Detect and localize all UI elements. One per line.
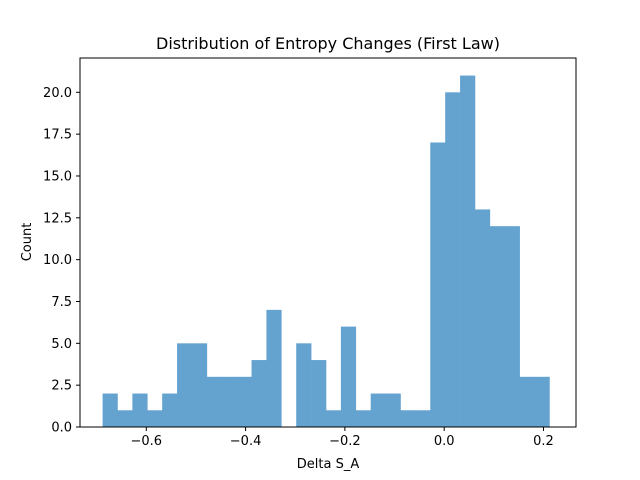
histogram-bar [400, 410, 416, 427]
histogram-bar [460, 75, 476, 427]
y-tick-label: 0.0 [51, 421, 72, 436]
histogram-bar [147, 410, 163, 427]
histogram-bar [474, 209, 491, 427]
histogram-bar [117, 410, 133, 427]
histogram-bar [132, 393, 148, 427]
histogram-bar [370, 393, 386, 427]
histogram-bar [311, 360, 327, 427]
histogram-bar [504, 226, 520, 427]
histogram-bar [102, 393, 118, 427]
histogram-bar [445, 92, 461, 427]
histogram-bar [296, 343, 312, 427]
x-tick-label: 0.0 [434, 434, 455, 449]
histogram-bar [355, 410, 371, 427]
x-axis-label: Delta S_A [297, 457, 360, 472]
y-tick-label: 15.0 [43, 169, 72, 184]
y-tick-label: 7.5 [51, 295, 72, 310]
x-tick-label: −0.6 [130, 434, 162, 449]
y-tick-label: 12.5 [43, 211, 72, 226]
x-tick-label: −0.2 [329, 434, 361, 449]
histogram-bar [534, 376, 550, 427]
histogram-bar [489, 226, 506, 427]
chart-title: Distribution of Entropy Changes (First L… [156, 34, 500, 53]
plot-frame [79, 57, 577, 428]
y-axis-label: Count [20, 223, 35, 262]
x-tick-label: 0.2 [533, 434, 554, 449]
y-tick-label: 17.5 [43, 128, 72, 143]
x-tick-label: −0.4 [230, 434, 262, 449]
y-tick-label: 5.0 [51, 337, 72, 352]
histogram-bar [519, 376, 535, 427]
histogram-bar [326, 410, 342, 427]
bars-layer [102, 75, 550, 427]
histogram-bar [430, 142, 446, 427]
histogram-bar [266, 309, 282, 427]
histogram-bar [162, 393, 178, 427]
histogram-bar [251, 360, 267, 427]
x-axis-ticks: −0.6 −0.4 −0.2 0.0 0.2 [130, 427, 554, 449]
y-tick-label: 20.0 [43, 86, 72, 101]
y-tick-label: 2.5 [51, 379, 72, 394]
y-tick-label: 10.0 [43, 253, 72, 268]
histogram-bar [385, 393, 401, 427]
y-axis-ticks: 0.0 2.5 5.0 7.5 10.0 12.5 15.0 17.5 20.0 [43, 86, 80, 436]
histogram-bar [415, 410, 431, 427]
histogram-bar [206, 376, 223, 427]
axes-layer [79, 57, 577, 428]
histogram-bar [191, 343, 208, 427]
histogram-bar [340, 326, 357, 427]
histogram-bar [236, 376, 252, 427]
histogram-bar [221, 376, 237, 427]
histogram-bar [177, 343, 193, 427]
